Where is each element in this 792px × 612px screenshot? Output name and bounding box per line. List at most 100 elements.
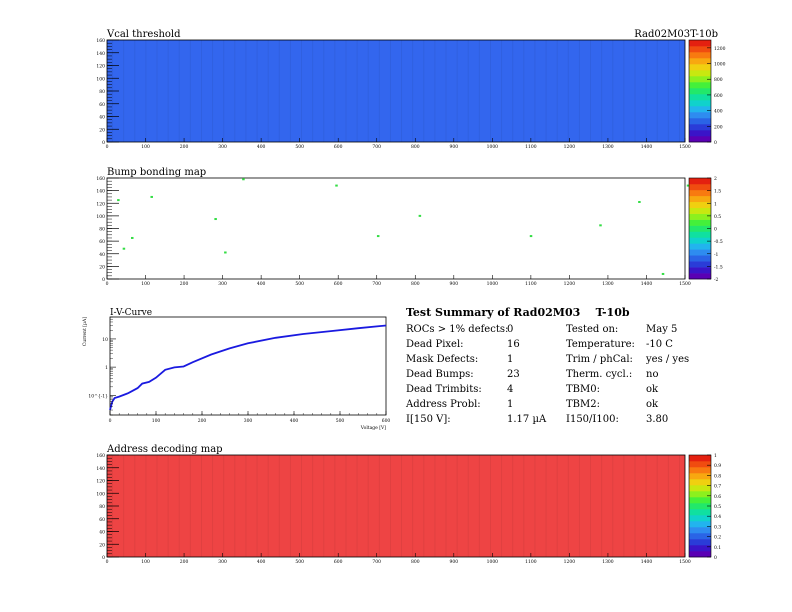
vcal-palette: 0 200 400 600 800 1000 1200 xyxy=(688,39,726,146)
palette-swatch xyxy=(689,201,711,209)
summary-label: Mask Defects: xyxy=(406,354,479,365)
summary-value: no xyxy=(646,369,659,380)
palette-swatch xyxy=(689,46,711,53)
x-tick-label: 100 xyxy=(141,559,150,565)
palette-swatch xyxy=(689,267,711,274)
palette-swatch xyxy=(689,52,711,59)
x-tick-label: 600 xyxy=(334,559,343,565)
defect-pixel xyxy=(335,184,338,187)
x-tick-label: 700 xyxy=(372,281,381,287)
summary-label: TBM0: xyxy=(566,384,600,395)
x-tick-label: 400 xyxy=(257,559,266,565)
defect-pixel xyxy=(214,218,217,221)
defect-pixel xyxy=(376,235,380,238)
palette-tick-label: -1.5 xyxy=(714,264,723,270)
palette-swatch xyxy=(689,112,711,119)
defect-pixel xyxy=(122,247,126,250)
palette-swatch xyxy=(689,455,711,462)
summary-label: I[150 V]: xyxy=(406,414,451,425)
palette-tick-label: 200 xyxy=(714,124,723,130)
summary-value: -10 C xyxy=(646,339,673,350)
x-tick-label: 800 xyxy=(411,144,420,150)
y-tick-label: 140 xyxy=(96,51,105,57)
iv-x-axis-label: Voltage [V] xyxy=(360,425,386,431)
defect-pixel xyxy=(224,251,227,254)
y-tick-label: 40 xyxy=(99,530,105,536)
x-tick-label: 1200 xyxy=(564,281,576,287)
palette-swatch xyxy=(689,539,711,546)
palette-tick-label: 0.5 xyxy=(714,504,721,510)
iv-series-line xyxy=(109,324,387,411)
y-tick-label: 160 xyxy=(96,176,105,182)
x-tick-label: 1400 xyxy=(641,144,653,150)
summary-value: ok xyxy=(646,399,659,410)
defect-pixel xyxy=(242,178,245,181)
summary-label: Address Probl: xyxy=(406,399,481,410)
palette-swatch xyxy=(689,178,711,185)
palette-tick-label: 0 xyxy=(714,140,717,146)
palette-tick-label: 0.7 xyxy=(714,484,721,490)
x-tick-label: 500 xyxy=(295,559,304,565)
summary-value: 0 xyxy=(507,324,514,335)
palette-tick-label: 0.8 xyxy=(714,473,721,479)
y-tick-label: 0 xyxy=(102,277,105,283)
y-tick-label: 160 xyxy=(96,38,105,44)
y-tick-label: 120 xyxy=(96,201,105,207)
summary-value: yes / yes xyxy=(646,354,690,365)
palette-tick-label: -2 xyxy=(714,277,719,283)
defect-pixel xyxy=(150,195,153,198)
palette-swatch xyxy=(689,58,711,65)
address-title: Address decoding map xyxy=(106,444,223,455)
x-tick-label: 1000 xyxy=(487,281,499,287)
palette-swatch xyxy=(689,551,711,558)
summary-label: Dead Pixel: xyxy=(406,339,464,350)
palette-tick-label: 1000 xyxy=(714,62,726,68)
x-tick-label: 100 xyxy=(141,281,150,287)
summary-value: 23 xyxy=(507,369,520,380)
iv-y-tick-label: 1 xyxy=(105,365,108,371)
summary-label: ROCs > 1% defects: xyxy=(406,324,509,335)
iv-x-tick-label: 600 xyxy=(382,418,391,424)
palette-swatch xyxy=(689,467,711,474)
palette-tick-label: -0.5 xyxy=(714,239,723,245)
palette-swatch xyxy=(689,243,711,250)
x-tick-label: 1200 xyxy=(564,559,576,565)
y-tick-label: 0 xyxy=(102,555,105,561)
address-palette: 0 0.1 0.2 0.3 0.4 0.5 0.6 0.7 0.8 0.9 1 xyxy=(688,453,721,561)
palette-swatch xyxy=(689,485,711,492)
x-tick-label: 400 xyxy=(257,281,266,287)
palette-tick-label: 0.4 xyxy=(714,514,721,520)
iv-frame xyxy=(109,316,387,416)
x-tick-label: 1100 xyxy=(525,144,537,150)
y-tick-label: 60 xyxy=(99,517,105,523)
summary-value: 1 xyxy=(507,399,514,410)
y-tick-label: 0 xyxy=(102,140,105,146)
palette-tick-label: 0.1 xyxy=(714,545,721,551)
palette-swatch xyxy=(689,497,711,504)
y-tick-label: 20 xyxy=(99,542,105,548)
defect-pixel xyxy=(117,199,120,202)
x-tick-label: 1200 xyxy=(564,144,576,150)
summary-title-suffix: T-10b xyxy=(595,306,630,319)
palette-swatch xyxy=(689,237,711,244)
palette-tick-label: 0.3 xyxy=(714,524,721,530)
defect-pixel xyxy=(131,236,134,239)
x-tick-label: 200 xyxy=(180,559,189,565)
palette-swatch xyxy=(689,219,711,226)
iv-title: I-V-Curve xyxy=(110,308,152,318)
summary-value: 1.17 µA xyxy=(507,414,547,425)
x-tick-label: 400 xyxy=(257,144,266,150)
x-tick-label: 1500 xyxy=(679,144,691,150)
palette-frame xyxy=(688,39,712,143)
defect-pixel xyxy=(418,214,422,217)
palette-swatch xyxy=(689,76,711,83)
x-tick-label: 500 xyxy=(295,144,304,150)
palette-tick-label: 0.2 xyxy=(714,535,721,541)
map-frame xyxy=(106,39,686,143)
x-tick-label: 300 xyxy=(218,144,227,150)
summary-label: TBM2: xyxy=(566,399,600,410)
x-tick-label: 700 xyxy=(372,144,381,150)
y-tick-label: 100 xyxy=(96,76,105,82)
palette-swatch xyxy=(689,64,711,71)
